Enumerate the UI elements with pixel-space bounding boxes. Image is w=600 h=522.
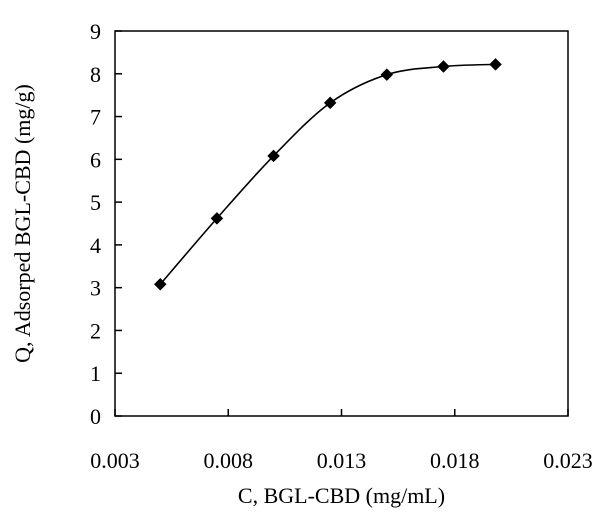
points-layer bbox=[153, 58, 502, 291]
y-tick-label: 2 bbox=[90, 318, 101, 343]
data-point bbox=[380, 68, 394, 81]
y-tick-label: 4 bbox=[90, 233, 101, 258]
data-point bbox=[323, 96, 337, 110]
y-tick-label: 9 bbox=[90, 19, 101, 44]
x-axis-title: C, BGL-CBD (mg/mL) bbox=[238, 483, 445, 508]
y-tick-label: 5 bbox=[90, 190, 101, 215]
ticks-layer bbox=[114, 30, 569, 417]
x-tick-label: 0.023 bbox=[543, 448, 593, 473]
data-point bbox=[437, 60, 450, 73]
y-tick-label: 3 bbox=[90, 276, 101, 301]
y-tick-label: 1 bbox=[90, 361, 101, 386]
data-point bbox=[489, 58, 502, 71]
y-tick-label: 6 bbox=[90, 147, 101, 172]
labels-layer: 0 1 2 3 4 5 6 7 8 9 0.003 0.008 0.013 0.018 0.023 bbox=[90, 19, 593, 473]
y-tick-label: 0 bbox=[90, 404, 101, 429]
fit-curve bbox=[159, 63, 496, 285]
y-tick-label: 7 bbox=[90, 105, 101, 130]
x-tick-label: 0.018 bbox=[430, 448, 480, 473]
x-tick-label: 0.008 bbox=[204, 448, 254, 473]
x-tick-label: 0.013 bbox=[317, 448, 367, 473]
data-point bbox=[267, 149, 280, 163]
data-point bbox=[210, 212, 224, 225]
y-tick-label: 8 bbox=[90, 62, 101, 87]
data-point bbox=[153, 277, 167, 291]
x-tick-label: 0.003 bbox=[90, 448, 140, 473]
y-axis-title: Q, Adsorped BGL-CBD (mg/g) bbox=[10, 84, 35, 363]
plot-frame bbox=[114, 30, 569, 417]
